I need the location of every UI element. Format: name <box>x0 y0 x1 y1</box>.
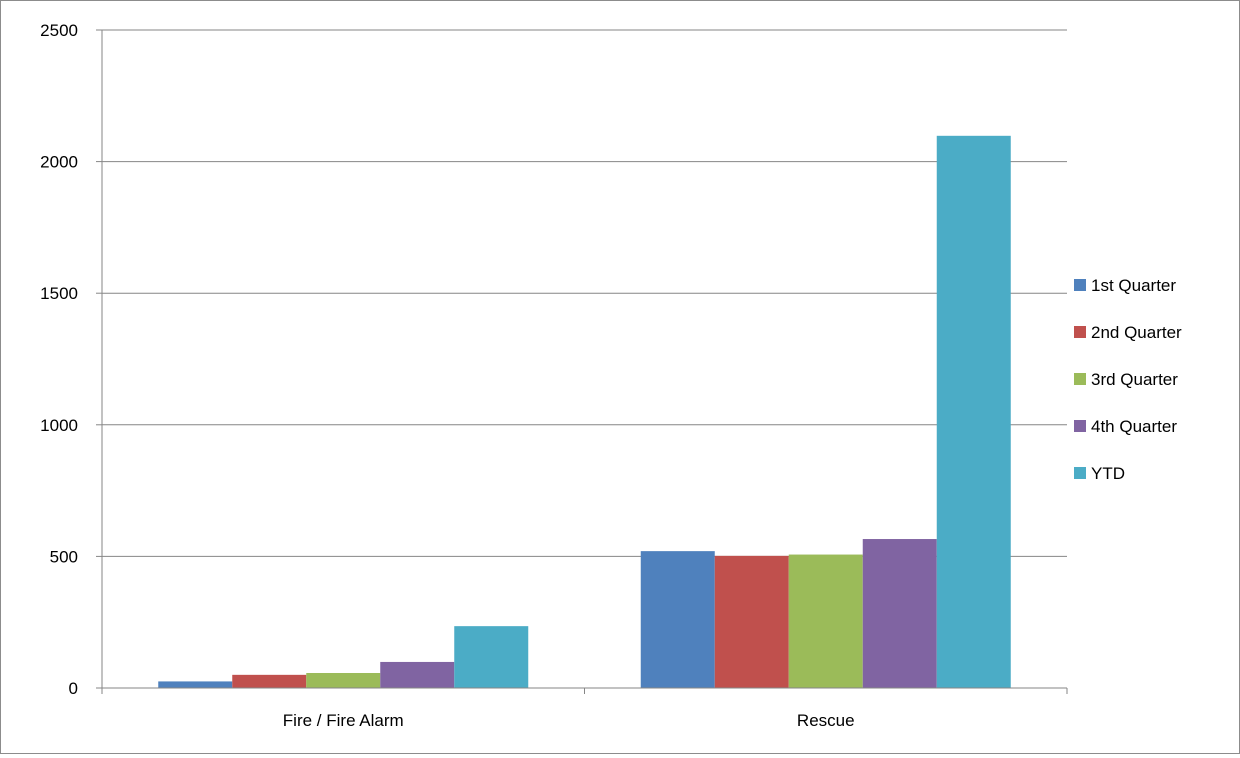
legend-swatch <box>1074 467 1086 479</box>
bar <box>640 551 715 688</box>
legend-swatch <box>1074 373 1086 385</box>
bar <box>306 672 381 688</box>
y-tick-label: 2500 <box>40 21 78 40</box>
legend: 1st Quarter 2nd Quarter 3rd Quarter 4th Qua… <box>1074 276 1182 483</box>
axes <box>96 29 1068 694</box>
y-tick-label: 1000 <box>40 416 78 435</box>
bar <box>714 555 789 688</box>
y-axis-tick-labels: 0 500 1000 1500 2000 2500 <box>40 21 78 698</box>
bar <box>862 539 937 688</box>
bar <box>936 135 1011 688</box>
x-tick-label: Rescue <box>797 711 855 730</box>
x-tick-label: Fire / Fire Alarm <box>283 711 404 730</box>
y-tick-label: 0 <box>69 679 78 698</box>
legend-label: 3rd Quarter <box>1091 370 1178 389</box>
bar <box>788 554 863 688</box>
gridlines <box>102 29 1067 557</box>
y-tick-label: 500 <box>50 547 78 566</box>
legend-swatch <box>1074 420 1086 432</box>
bars <box>158 135 1011 688</box>
y-tick-label: 2000 <box>40 153 78 172</box>
legend-swatch <box>1074 279 1086 291</box>
legend-label: 4th Quarter <box>1091 417 1177 436</box>
legend-label: 2nd Quarter <box>1091 323 1182 342</box>
y-tick-label: 1500 <box>40 284 78 303</box>
legend-label: 1st Quarter <box>1091 276 1176 295</box>
bar <box>158 681 233 688</box>
legend-label: YTD <box>1091 464 1125 483</box>
bar <box>454 626 529 688</box>
bar <box>380 661 455 688</box>
bar <box>232 674 307 688</box>
legend-swatch <box>1074 326 1086 338</box>
x-axis-tick-labels: Fire / Fire Alarm Rescue <box>283 711 855 730</box>
